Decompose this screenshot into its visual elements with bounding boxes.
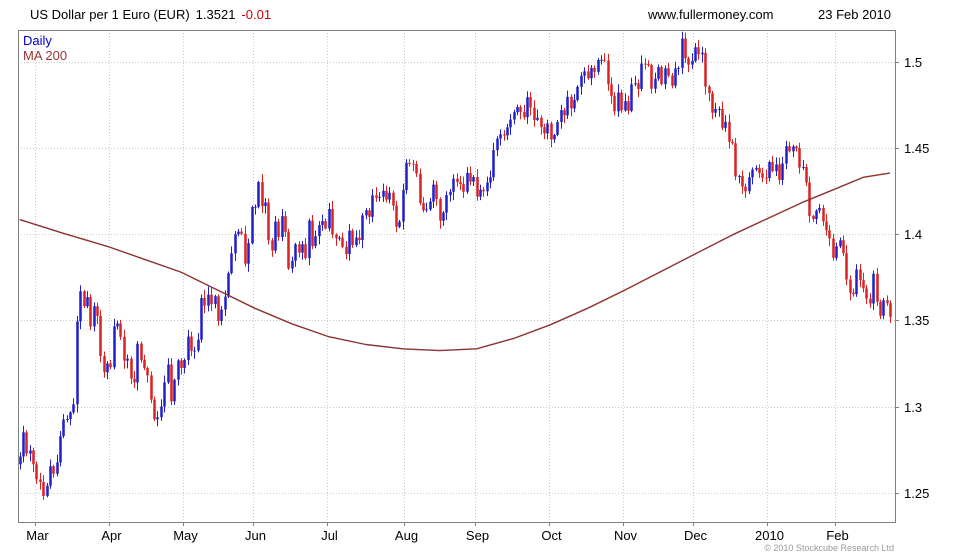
copyright-label: © 2010 Stockcube Research Ltd (764, 543, 894, 553)
date-label: 23 Feb 2010 (818, 7, 892, 22)
website-label: www.fullermoney.com (648, 7, 774, 22)
legend-daily-label: Daily (23, 33, 52, 48)
page-title: US Dollar per 1 Euro (EUR) (30, 7, 190, 22)
chart-header: US Dollar per 1 Euro (EUR) 1.3521 -0.01 (30, 7, 271, 22)
chart-legend: Daily MA 200 (23, 33, 67, 63)
legend-ma200-label: MA 200 (23, 48, 68, 63)
price-change: -0.01 (241, 7, 272, 22)
last-price: 1.3521 (195, 7, 236, 22)
